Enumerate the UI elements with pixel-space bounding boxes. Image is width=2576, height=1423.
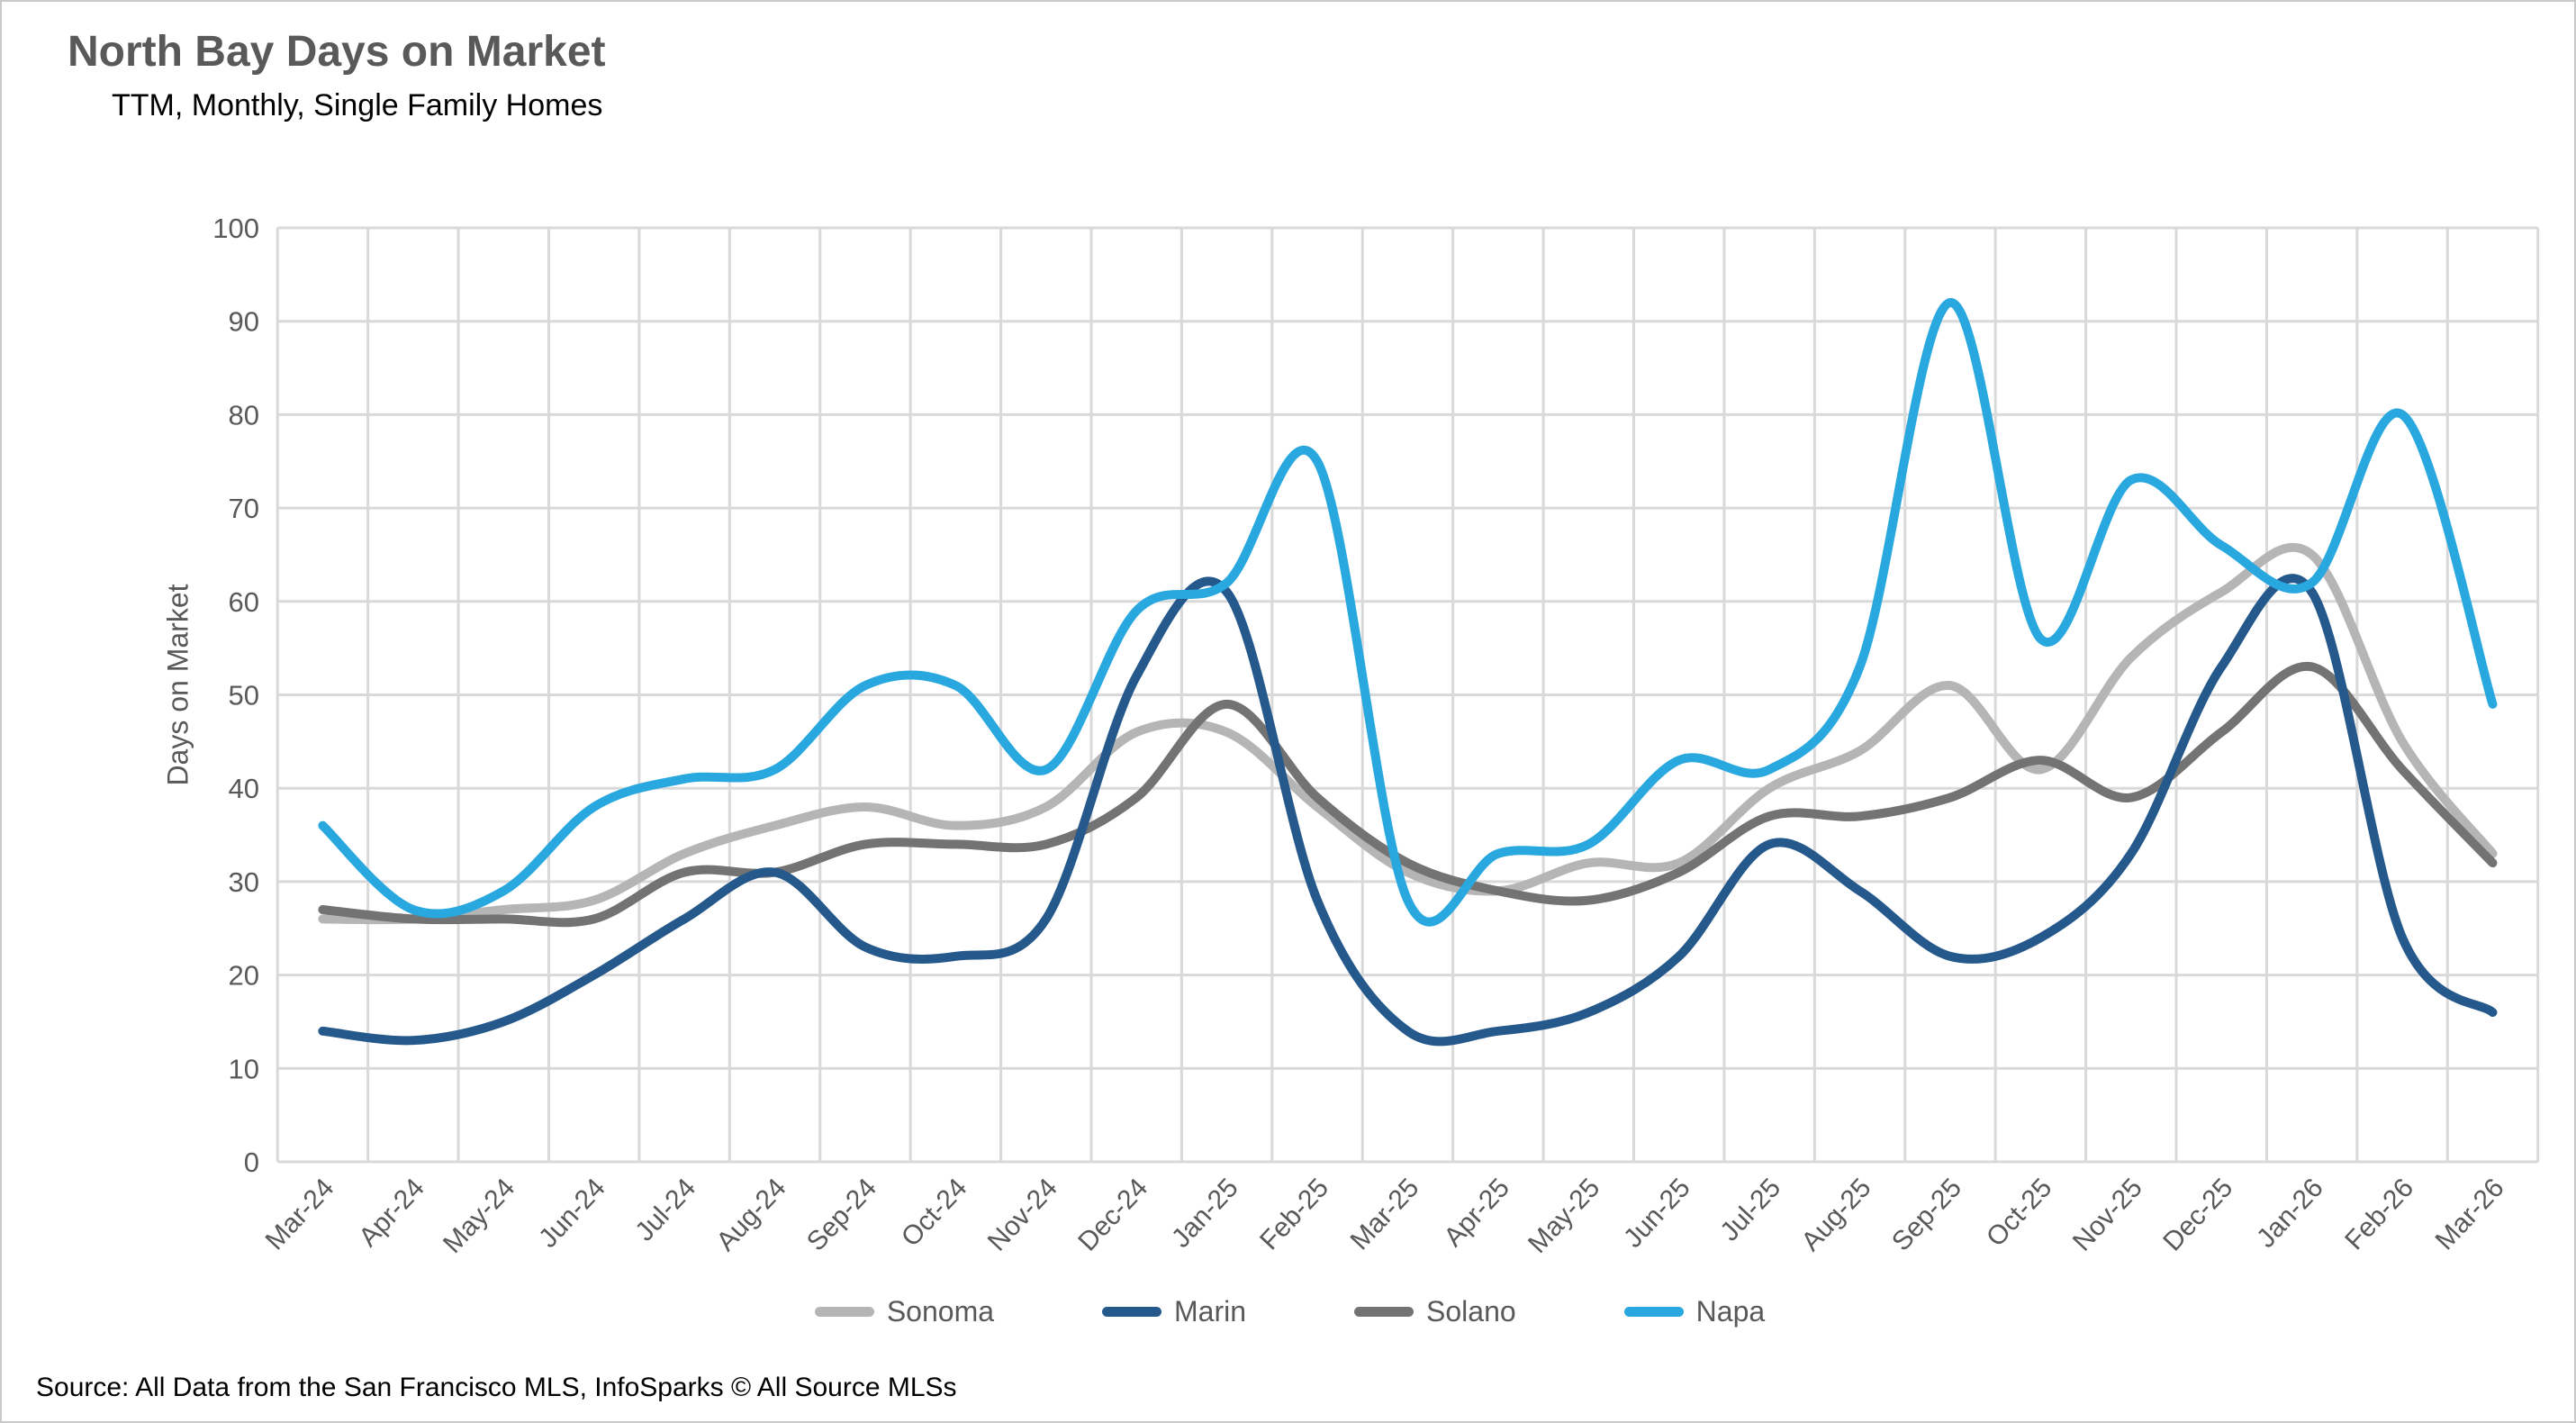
- legend-label: Marin: [1174, 1295, 1247, 1328]
- x-tick-label: Mar-26: [2430, 1173, 2510, 1255]
- x-tick-label: Oct-25: [1981, 1173, 2058, 1252]
- y-axis-title: Days on Market: [161, 584, 194, 786]
- x-tick-label: Apr-24: [353, 1173, 430, 1252]
- x-tick-label: Dec-25: [2157, 1173, 2238, 1256]
- legend-swatch-marin: [1102, 1307, 1162, 1317]
- legend-item-sonoma: Sonoma: [814, 1295, 995, 1328]
- legend-item-marin: Marin: [1102, 1295, 1246, 1328]
- x-tick-label: Jun-24: [533, 1173, 611, 1254]
- x-tick-label: Jan-26: [2251, 1173, 2329, 1254]
- legend-item-solano: Solano: [1354, 1295, 1516, 1328]
- series-line-napa: [318, 297, 2498, 927]
- y-axis-tick-labels: 0 10 20 30 40 50 60 70 80 90 100: [212, 213, 259, 1178]
- y-tick-label: 100: [212, 213, 259, 244]
- gridlines: [276, 226, 2540, 1164]
- series-line-sonoma: [318, 543, 2498, 925]
- x-tick-label: Nov-25: [2067, 1173, 2148, 1256]
- x-tick-label: Oct-24: [896, 1173, 973, 1252]
- legend-swatch-sonoma: [814, 1307, 874, 1317]
- x-tick-label: Nov-24: [982, 1173, 1063, 1256]
- x-tick-label: May-24: [438, 1173, 520, 1259]
- x-tick-label: Aug-24: [711, 1173, 792, 1256]
- x-tick-label: May-25: [1523, 1173, 1605, 1259]
- legend-label: Solano: [1426, 1295, 1516, 1328]
- x-tick-label: Jul-24: [629, 1173, 701, 1246]
- legend-swatch-solano: [1354, 1307, 1415, 1317]
- y-tick-label: 50: [229, 680, 259, 712]
- x-tick-label: Aug-25: [1796, 1173, 1877, 1256]
- x-tick-label: Sep-25: [1886, 1173, 1967, 1256]
- x-tick-label: Jun-25: [1618, 1173, 1696, 1254]
- x-axis-tick-labels: Mar-24 Apr-24 May-24 Jun-24 Jul-24 Aug-24 Sep-…: [260, 1173, 2510, 1259]
- x-tick-label: Feb-26: [2339, 1173, 2419, 1255]
- y-tick-label: 20: [229, 960, 259, 992]
- y-tick-label: 90: [229, 306, 259, 338]
- y-tick-label: 0: [244, 1147, 259, 1178]
- x-tick-label: Mar-24: [260, 1173, 340, 1255]
- y-tick-label: 10: [229, 1053, 259, 1084]
- chart-subtitle: TTM, Monthly, Single Family Homes: [112, 88, 603, 122]
- y-tick-label: 40: [229, 773, 259, 804]
- series-line-solano: [318, 661, 2498, 928]
- x-tick-label: Dec-24: [1072, 1173, 1153, 1256]
- legend-label: Napa: [1695, 1295, 1766, 1328]
- y-tick-label: 70: [229, 493, 259, 524]
- x-tick-label: Mar-25: [1345, 1173, 1425, 1255]
- x-tick-label: Feb-25: [1254, 1173, 1334, 1255]
- legend: Sonoma Marin Solano Napa: [2, 1295, 2574, 1328]
- y-tick-label: 30: [229, 866, 259, 898]
- x-tick-label: Jan-25: [1166, 1173, 1244, 1254]
- legend-swatch-napa: [1623, 1307, 1684, 1317]
- x-tick-label: Sep-24: [801, 1173, 882, 1256]
- source-note: Source: All Data from the San Francisco …: [36, 1373, 957, 1402]
- x-tick-label: Jul-25: [1714, 1173, 1786, 1246]
- series-lines: [318, 297, 2498, 1047]
- chart-title: North Bay Days on Market: [68, 28, 606, 76]
- legend-label: Sonoma: [886, 1295, 995, 1328]
- x-tick-label: Apr-25: [1438, 1173, 1515, 1252]
- y-tick-label: 80: [229, 399, 259, 431]
- y-tick-label: 60: [229, 586, 259, 618]
- series-line-marin: [318, 574, 2498, 1047]
- legend-item-napa: Napa: [1623, 1295, 1766, 1328]
